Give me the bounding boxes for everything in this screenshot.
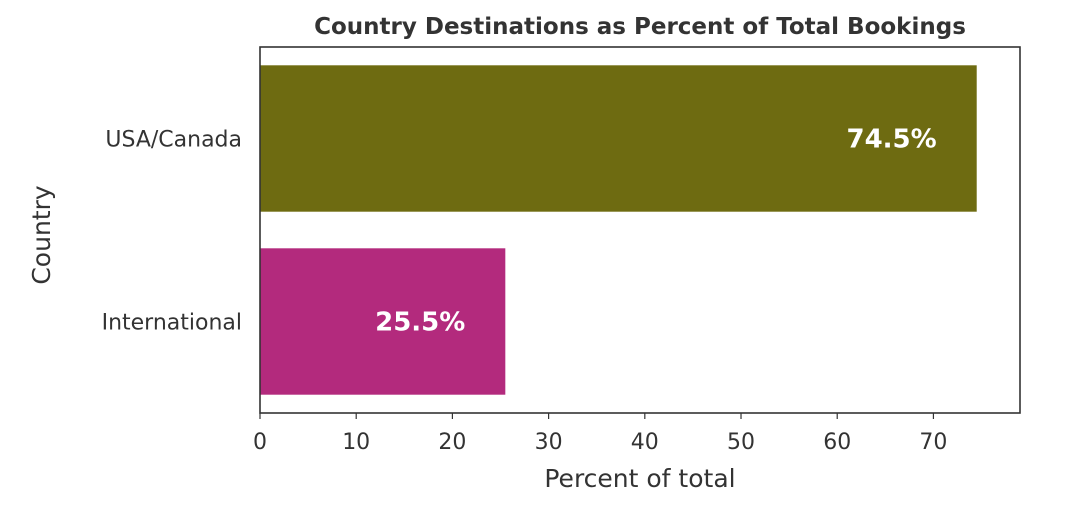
x-tick-label: 0	[253, 430, 267, 455]
bar-labels-group: 74.5% 25.5%	[375, 125, 937, 338]
bar-usa-canada	[260, 65, 977, 212]
y-axis-label: Country	[27, 185, 56, 285]
x-tick-label: 50	[727, 430, 755, 455]
x-axis-label: Percent of total	[544, 464, 735, 493]
y-tick-label-usa-canada: USA/Canada	[105, 128, 242, 153]
bars-group	[260, 65, 977, 395]
x-tick-label: 70	[919, 430, 947, 455]
bar-international	[260, 248, 506, 395]
y-tick-label-international: International	[102, 311, 242, 336]
plot-frame	[259, 46, 1021, 414]
x-tick-label: 30	[535, 430, 563, 455]
x-ticks-group: 0 10 20 30 40 50 60 70	[253, 413, 947, 455]
data-label-international: 25.5%	[375, 308, 465, 338]
x-tick-label: 60	[823, 430, 851, 455]
data-label-usa-canada: 74.5%	[847, 125, 937, 155]
x-tick-label: 20	[438, 430, 466, 455]
x-tick-label: 40	[631, 430, 659, 455]
x-tick-label: 10	[342, 430, 370, 455]
y-tick-labels-group: USA/Canada International	[102, 128, 242, 336]
chart-title: Country Destinations as Percent of Total…	[314, 14, 966, 40]
